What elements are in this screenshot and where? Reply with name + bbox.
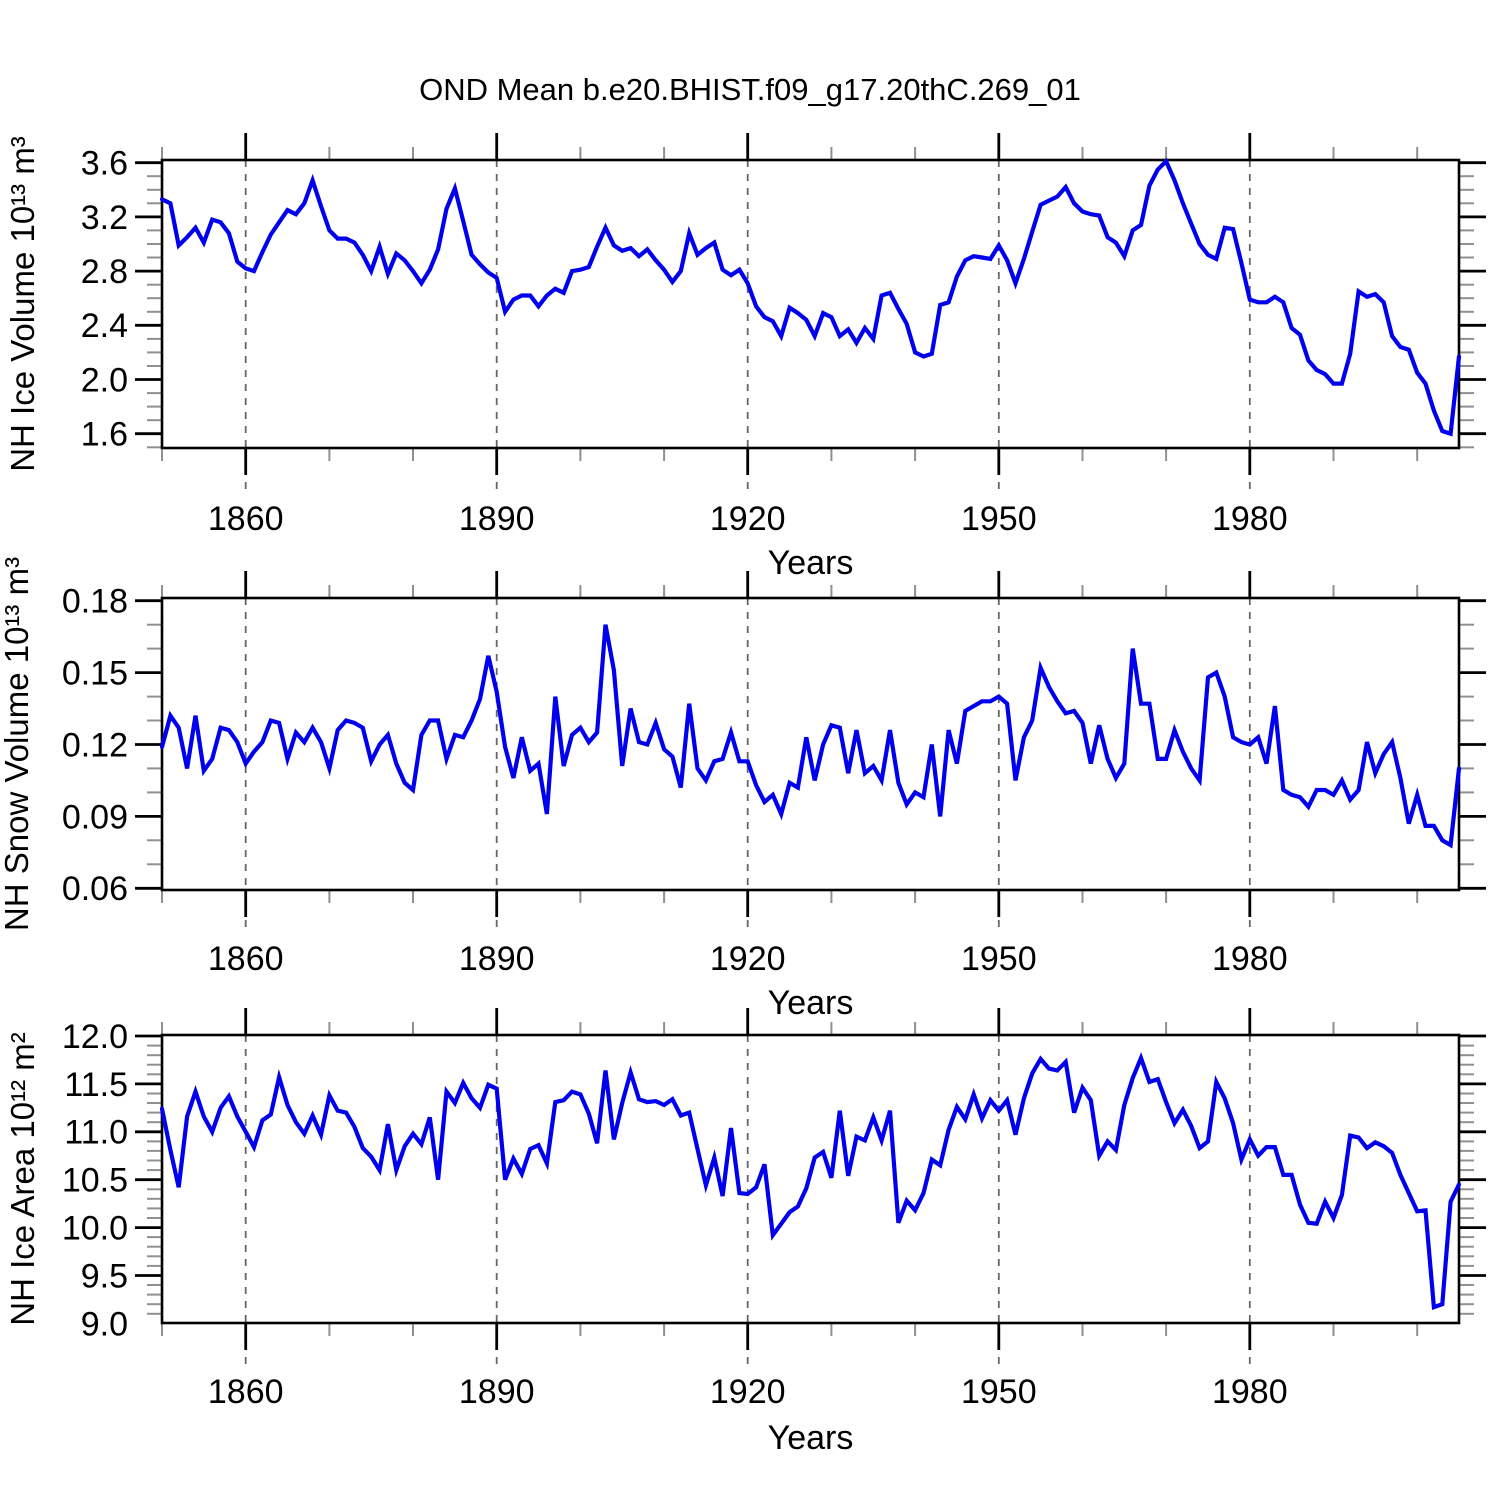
y-tick-label: 3.2 (81, 199, 128, 237)
x-axis-label-nh-snow-volume: Years (768, 984, 854, 1022)
plot-frame (160, 1033, 1461, 1325)
y-tick-label: 9.5 (81, 1257, 128, 1295)
x-tick-label: 1890 (459, 1373, 535, 1411)
y-tick-label: 12.0 (62, 1018, 128, 1056)
x-tick-label: 1860 (208, 500, 284, 538)
y-tick-label: 10.0 (62, 1210, 128, 1248)
y-tick-label: 0.06 (62, 870, 128, 908)
y-tick-label: 10.5 (62, 1162, 128, 1200)
y-tick-label: 9.0 (81, 1305, 128, 1343)
chart-title: OND Mean b.e20.BHIST.f09_g17.20thC.269_0… (419, 72, 1081, 107)
x-tick-label: 1890 (459, 500, 535, 538)
y-tick-label: 11.5 (64, 1066, 128, 1104)
y-tick-label: 0.09 (62, 798, 128, 836)
y-tick-label: 0.18 (62, 583, 128, 621)
x-tick-label: 1890 (459, 940, 535, 978)
y-tick-label: 1.6 (81, 416, 128, 454)
x-tick-label: 1980 (1212, 1373, 1288, 1411)
plot-frame (160, 158, 1461, 450)
y-axis-label-nh-snow-volume: NH Snow Volume 10¹³ m³ (0, 557, 35, 931)
x-axis-label-nh-ice-area: Years (768, 1419, 854, 1457)
y-tick-label: 2.8 (81, 253, 128, 291)
y-tick-label: 3.6 (81, 145, 128, 183)
y-tick-label: 2.0 (81, 361, 128, 399)
x-tick-label: 1950 (961, 1373, 1037, 1411)
x-axis-label-nh-ice-volume: Years (768, 544, 854, 582)
x-tick-label: 1860 (208, 1373, 284, 1411)
y-tick-label: 0.12 (62, 726, 128, 764)
x-tick-label: 1920 (710, 940, 786, 978)
panel-nh-snow-volume: 0.18 0.15 0.12 0.09 0.06 1860 1890 1920 1950 1980… (0, 557, 1486, 1022)
nh-ice-volume-line (159, 157, 1462, 437)
y-tick-label: 0.15 (62, 655, 128, 693)
x-tick-label: 1950 (961, 500, 1037, 538)
plot-frame (160, 596, 1461, 892)
y-axis-label-nh-ice-volume: NH Ice Volume 10¹³ m³ (4, 136, 41, 472)
panel-nh-ice-volume: 3.6 3.2 2.8 2.4 2.0 1.6 1860 1890 1920 1950 1980 Ye… (4, 133, 1486, 582)
x-tick-label: 1980 (1212, 500, 1288, 538)
y-axis-label-nh-ice-area: NH Ice Area 10¹² m² (4, 1032, 41, 1325)
y-tick-label: 2.4 (81, 307, 128, 345)
y-tick-label: 11.0 (64, 1114, 128, 1152)
x-tick-label: 1980 (1212, 940, 1288, 978)
panel-nh-ice-area: 12.0 11.5 11.0 10.5 10.0 9.5 9.0 1860 1890 1920 19… (4, 1008, 1486, 1457)
x-tick-label: 1920 (710, 500, 786, 538)
x-tick-label: 1950 (961, 940, 1037, 978)
nh-ice-area-line (159, 1052, 1462, 1310)
nh-snow-volume-line (159, 624, 1462, 849)
x-tick-label: 1860 (208, 940, 284, 978)
x-tick-label: 1920 (710, 1373, 786, 1411)
